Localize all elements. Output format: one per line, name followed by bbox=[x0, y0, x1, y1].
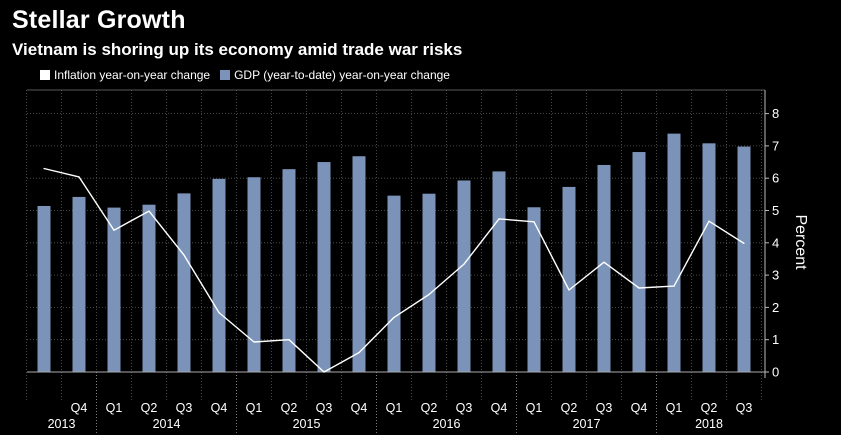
legend-swatch-gdp bbox=[220, 70, 231, 80]
x-tick-label-4: Q3 bbox=[176, 401, 193, 415]
point-inflation-4 bbox=[183, 254, 185, 256]
chart-subtitle: Vietnam is shoring up its economy amid t… bbox=[12, 40, 463, 59]
x-tick-label-3: Q2 bbox=[141, 401, 158, 415]
bar-gdp-5 bbox=[212, 178, 226, 372]
bar-gdp-14 bbox=[527, 207, 541, 372]
x-tick-label-14: Q1 bbox=[526, 401, 543, 415]
point-inflation-16 bbox=[603, 261, 605, 263]
bar-gdp-8 bbox=[317, 162, 331, 372]
x-tick-label-1: Q4 bbox=[71, 401, 88, 415]
y-tick-label-3: 3 bbox=[772, 268, 779, 283]
x-tick-label-19: Q2 bbox=[701, 401, 718, 415]
bar-gdp-4 bbox=[177, 193, 191, 372]
y-axis-label: Percent bbox=[792, 214, 809, 270]
bar-gdp-9 bbox=[352, 156, 366, 372]
bar-gdp-2 bbox=[107, 207, 121, 372]
bar-gdp-16 bbox=[597, 164, 611, 372]
point-inflation-19 bbox=[708, 220, 710, 222]
x-tick-label-9: Q4 bbox=[351, 401, 368, 415]
point-inflation-20 bbox=[743, 242, 745, 245]
x-tick-label-5: Q4 bbox=[211, 401, 228, 415]
legend-item-inflation: Inflation year-on-year change bbox=[40, 68, 210, 82]
y-tick-label-8: 8 bbox=[772, 106, 779, 121]
point-inflation-7 bbox=[288, 339, 290, 341]
bar-gdp-10 bbox=[387, 195, 401, 372]
x-tick-label-18: Q1 bbox=[666, 401, 683, 415]
point-inflation-10 bbox=[393, 316, 395, 319]
bar-gdp-7 bbox=[282, 169, 296, 372]
point-inflation-15 bbox=[568, 289, 570, 291]
y-tick-label-6: 6 bbox=[772, 171, 779, 186]
x-tick-label-15: Q2 bbox=[561, 401, 578, 415]
legend-label-inflation: Inflation year-on-year change bbox=[54, 68, 211, 82]
x-year-label-2017: 2017 bbox=[573, 417, 601, 431]
bar-gdp-19 bbox=[702, 143, 716, 372]
point-inflation-11 bbox=[428, 293, 430, 296]
legend-swatch-inflation bbox=[40, 70, 50, 80]
chart-title: Stellar Growth bbox=[12, 6, 186, 34]
x-tick-label-12: Q3 bbox=[456, 401, 473, 415]
y-tick-label-7: 7 bbox=[772, 138, 779, 153]
x-tick-label-7: Q2 bbox=[281, 401, 298, 415]
legend-item-gdp: GDP (year-to-date) year-on-year change bbox=[220, 68, 450, 82]
x-tick-label-17: Q4 bbox=[631, 401, 648, 415]
bar-gdp-13 bbox=[492, 171, 506, 372]
bar-gdp-0 bbox=[37, 205, 51, 372]
point-inflation-3 bbox=[148, 210, 150, 212]
x-tick-label-13: Q4 bbox=[491, 401, 508, 415]
point-inflation-17 bbox=[638, 287, 640, 289]
point-inflation-5 bbox=[218, 311, 220, 314]
legend: Inflation year-on-year change GDP (year-… bbox=[40, 68, 450, 82]
point-inflation-9 bbox=[358, 352, 360, 354]
point-inflation-6 bbox=[253, 341, 255, 343]
x-tick-label-20: Q3 bbox=[736, 401, 753, 415]
x-year-label-2015: 2015 bbox=[293, 417, 321, 431]
x-tick-label-8: Q3 bbox=[316, 401, 333, 415]
point-inflation-1 bbox=[78, 176, 80, 178]
x-tick-label-2: Q1 bbox=[106, 401, 123, 415]
x-tick-label-11: Q2 bbox=[421, 401, 438, 415]
x-year-label-2014: 2014 bbox=[153, 417, 181, 431]
y-tick-label-0: 0 bbox=[772, 365, 779, 380]
y-tick-label-1: 1 bbox=[772, 332, 779, 347]
y-tick-label-5: 5 bbox=[772, 203, 779, 218]
point-inflation-18 bbox=[673, 285, 675, 287]
point-inflation-2 bbox=[113, 229, 115, 231]
bar-gdp-18 bbox=[667, 133, 681, 372]
point-inflation-14 bbox=[533, 221, 535, 223]
y-tick-label-2: 2 bbox=[772, 300, 779, 315]
bar-gdp-20 bbox=[737, 146, 751, 372]
point-inflation-0 bbox=[43, 167, 45, 170]
x-tick-label-10: Q1 bbox=[386, 401, 403, 415]
point-inflation-12 bbox=[463, 263, 465, 265]
x-tick-label-16: Q3 bbox=[596, 401, 613, 415]
bar-gdp-12 bbox=[457, 180, 471, 372]
bar-gdp-15 bbox=[562, 186, 576, 372]
bar-gdp-6 bbox=[247, 177, 261, 372]
x-tick-label-6: Q1 bbox=[246, 401, 263, 415]
point-inflation-8 bbox=[323, 371, 325, 373]
bar-gdp-11 bbox=[422, 193, 436, 372]
bar-gdp-1 bbox=[72, 196, 86, 372]
x-year-label-2013: 2013 bbox=[48, 417, 76, 431]
y-tick-label-4: 4 bbox=[772, 235, 779, 250]
x-year-label-2016: 2016 bbox=[433, 417, 461, 431]
legend-label-gdp: GDP (year-to-date) year-on-year change bbox=[234, 68, 450, 82]
bar-gdp-17 bbox=[632, 152, 646, 372]
bar-gdp-3 bbox=[142, 204, 156, 372]
point-inflation-13 bbox=[498, 218, 500, 220]
x-year-label-2018: 2018 bbox=[695, 417, 723, 431]
